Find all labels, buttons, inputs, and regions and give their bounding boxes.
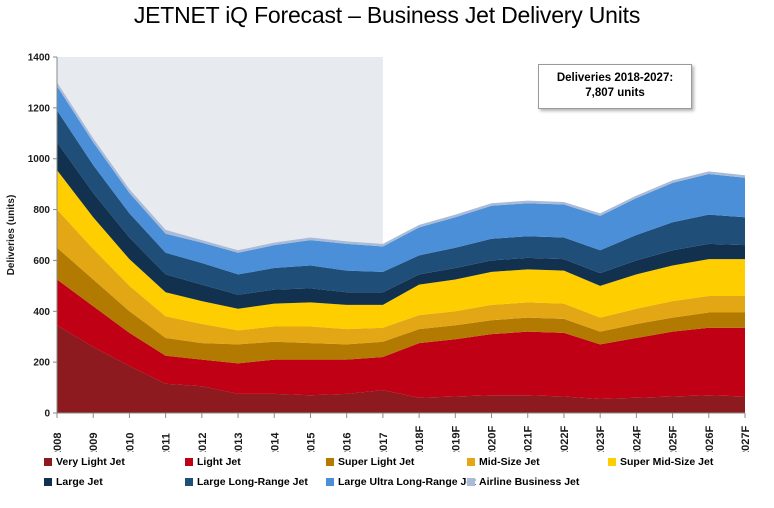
y-axis-tick-label: 400 xyxy=(33,307,50,318)
x-axis-tick-label: 2020F xyxy=(487,426,499,452)
x-axis-tick-label: 2012 xyxy=(197,433,209,452)
x-axis-tick-label: 2011 xyxy=(161,433,173,452)
area-series-group xyxy=(57,82,745,413)
x-axis-tick-label: 2013 xyxy=(233,433,245,452)
legend-item-label: Large Jet xyxy=(56,476,103,488)
legend-item[interactable]: Large Ultra Long-Range Jet xyxy=(326,476,476,488)
legend-item[interactable]: Large Jet xyxy=(44,476,185,488)
y-axis: 0 200 400 600 800 1000 1200 1400 xyxy=(28,53,58,420)
area-series xyxy=(57,247,745,364)
legend-item-label: Airline Business Jet xyxy=(479,476,580,488)
area-series xyxy=(57,325,745,413)
legend-item[interactable]: Airline Business Jet xyxy=(467,476,579,488)
legend-swatch-icon xyxy=(608,458,616,466)
x-axis-tick-label: 2023F xyxy=(595,426,607,452)
y-axis-tick-label: 1400 xyxy=(28,53,51,64)
y-axis-tick-label: 600 xyxy=(33,256,50,267)
area-series xyxy=(57,279,745,400)
x-axis-tick-label: 2021F xyxy=(523,426,535,452)
legend-item-label: Light Jet xyxy=(197,456,241,468)
callout-line-2: 7,807 units xyxy=(585,87,645,99)
x-axis-tick-label: 2018F xyxy=(414,426,426,452)
x-axis-tick-label: 2026F xyxy=(704,426,716,452)
x-axis-tick-label: 2009 xyxy=(88,433,100,452)
area-series xyxy=(57,110,745,295)
x-axis-tick-label: 2017 xyxy=(378,433,390,452)
legend-row-secondary: Large Jet Large Long-Range Jet Large Ultra… xyxy=(44,472,770,492)
legend-item-label: Very Light Jet xyxy=(56,456,125,468)
legend-row-primary: Very Light Jet Light Jet Super Light Jet Mi… xyxy=(44,452,770,472)
legend-item[interactable]: Light Jet xyxy=(185,456,326,468)
legend-swatch-icon xyxy=(467,458,475,466)
area-series xyxy=(57,142,745,309)
legend-swatch-icon xyxy=(467,478,475,486)
legend-swatch-icon xyxy=(326,478,334,486)
legend-item[interactable]: Super Light Jet xyxy=(326,456,467,468)
legend-item[interactable]: Mid-Size Jet xyxy=(467,456,608,468)
legend-item-label: Large Ultra Long-Range Jet xyxy=(338,476,476,488)
y-axis-tick-label: 800 xyxy=(33,205,50,216)
callout-deliveries-total: Deliveries 2018-2027: 7,807 units xyxy=(538,64,692,109)
y-axis-tick-label: 0 xyxy=(44,409,50,420)
x-axis-tick-label: 2022F xyxy=(559,426,571,452)
legend-swatch-icon xyxy=(44,478,52,486)
x-axis-tick-label: 2016 xyxy=(342,433,354,452)
x-axis-tick-label: 2015 xyxy=(305,433,317,452)
x-axis-tick-label: 2024F xyxy=(631,426,643,452)
y-axis-tick-label: 1200 xyxy=(28,103,51,114)
x-axis-tick-label: 2010 xyxy=(124,433,136,452)
page-title: JETNET iQ Forecast – Business Jet Delive… xyxy=(133,2,641,28)
x-axis-tick-label: 2019F xyxy=(450,426,462,452)
y-axis-tick-label: 1000 xyxy=(28,154,51,165)
legend-swatch-icon xyxy=(185,458,193,466)
y-axis-tick-label: 200 xyxy=(33,358,50,369)
x-axis: 2008 2009 2010 2011 2012 2013 2014 2015 2016 2017… xyxy=(52,412,752,452)
chart-legend: Very Light Jet Light Jet Super Light Jet Mi… xyxy=(44,452,770,492)
legend-swatch-icon xyxy=(44,458,52,466)
legend-item-label: Mid-Size Jet xyxy=(479,456,540,468)
legend-item-label: Super Mid-Size Jet xyxy=(620,456,714,468)
legend-item[interactable]: Large Long-Range Jet xyxy=(185,476,326,488)
legend-item[interactable]: Super Mid-Size Jet xyxy=(608,456,713,468)
area-series xyxy=(57,209,745,345)
x-axis-tick-label: 2008 xyxy=(52,433,64,452)
legend-swatch-icon xyxy=(326,458,334,466)
legend-item-label: Large Long-Range Jet xyxy=(197,476,308,488)
x-axis-tick-label: 2025F xyxy=(668,426,680,452)
area-series xyxy=(57,86,745,275)
legend-item[interactable]: Very Light Jet xyxy=(44,456,185,468)
legend-item-label: Super Light Jet xyxy=(338,456,415,468)
area-series xyxy=(57,170,745,331)
legend-swatch-icon xyxy=(185,478,193,486)
y-axis-title: Deliveries (units) xyxy=(6,195,17,276)
callout-line-1: Deliveries 2018-2027: xyxy=(556,72,674,84)
x-axis-tick-label: 2027F xyxy=(740,426,752,452)
x-axis-tick-label: 2014 xyxy=(269,432,281,452)
